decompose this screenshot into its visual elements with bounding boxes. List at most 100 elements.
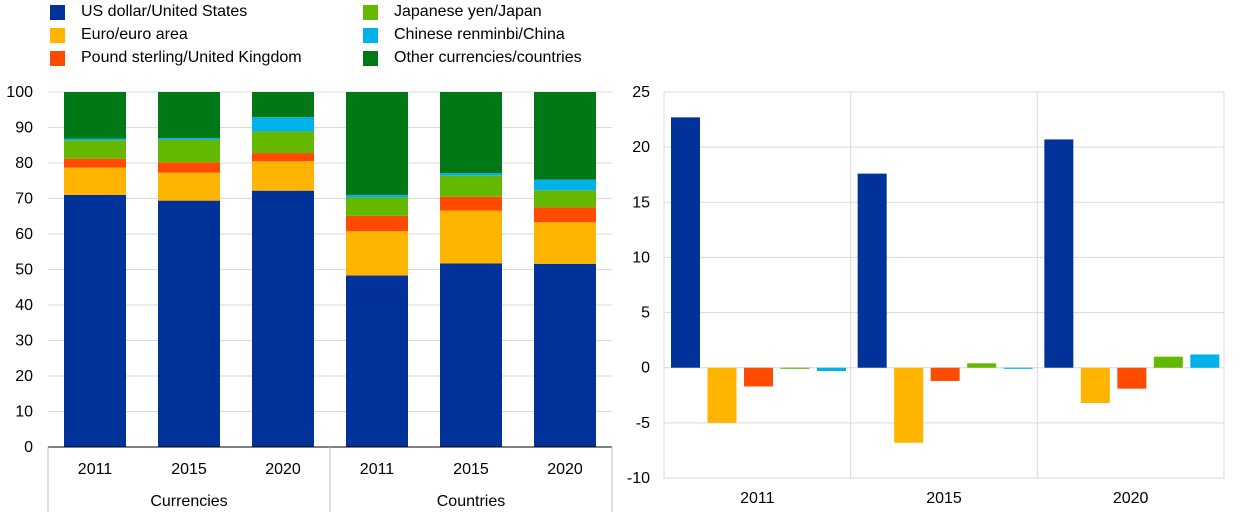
left-bar-euro-euro-area bbox=[158, 172, 220, 201]
left-stacked-chart: 0 10 20 30 40 50 60 70 80 90 100 2011 2015 2020 2011 20… bbox=[6, 84, 613, 512]
legend-label-euro: Euro/euro area bbox=[81, 26, 188, 43]
left-group-label: Currencies bbox=[150, 493, 227, 510]
right-bar-pound-sterling-united-kingdom bbox=[1117, 367, 1147, 389]
left-bar-pound-sterling-united-kingdom bbox=[64, 158, 126, 168]
left-y-tick-label: 80 bbox=[15, 155, 33, 172]
left-bar-japanese-yen-japan bbox=[534, 190, 596, 208]
right-x-tick-label: 2020 bbox=[1113, 490, 1149, 507]
right-y-tick-label: 5 bbox=[641, 305, 650, 322]
left-y-tick-label: 20 bbox=[15, 368, 33, 385]
chart-legend: US dollar/United States Euro/euro area P… bbox=[0, 0, 640, 80]
left-x-tick-label: 2020 bbox=[265, 461, 301, 478]
legend-swatch-japanese-yen bbox=[363, 4, 378, 20]
left-y-tick-label: 10 bbox=[15, 404, 33, 421]
right-y-tick-label: -10 bbox=[627, 470, 650, 487]
left-bar-chinese-renminbi-china bbox=[440, 173, 502, 176]
right-x-tick-label: 2015 bbox=[926, 490, 962, 507]
left-x-tick-label: 2011 bbox=[78, 461, 113, 478]
legend-label-other: Other currencies/countries bbox=[394, 49, 582, 66]
left-bar-euro-euro-area bbox=[346, 231, 408, 276]
left-bar-pound-sterling-united-kingdom bbox=[440, 196, 502, 211]
right-bar-chinese-renminbi-china bbox=[1003, 367, 1033, 369]
legend-label-japanese-yen: Japanese yen/Japan bbox=[394, 3, 542, 20]
right-bar-euro-euro-area bbox=[894, 367, 924, 443]
left-bar-us-dollar-united-states bbox=[158, 200, 220, 447]
left-bar-other-currencies-countries bbox=[64, 92, 126, 139]
legend-swatch-other bbox=[363, 50, 378, 66]
legend-item-other: Other currencies/countries bbox=[363, 47, 582, 69]
left-bar-pound-sterling-united-kingdom bbox=[346, 215, 408, 232]
left-bar-chinese-renminbi-china bbox=[252, 117, 314, 132]
legend-item-euro: Euro/euro area bbox=[50, 24, 188, 46]
left-x-tick-label: 2015 bbox=[453, 461, 489, 478]
legend-label-chinese-renminbi: Chinese renminbi/China bbox=[394, 26, 565, 43]
left-bar-us-dollar-united-states bbox=[534, 263, 596, 447]
left-y-tick-label: 30 bbox=[15, 333, 33, 350]
left-bar-us-dollar-united-states bbox=[346, 275, 408, 447]
right-bar-us-dollar-united-states bbox=[1044, 139, 1074, 368]
right-bar-japanese-yen-japan bbox=[780, 367, 810, 369]
left-bar-japanese-yen-japan bbox=[346, 197, 408, 216]
left-bar-pound-sterling-united-kingdom bbox=[252, 153, 314, 162]
right-bar-us-dollar-united-states bbox=[857, 173, 887, 368]
left-bar-other-currencies-countries bbox=[440, 92, 502, 174]
left-bar-pound-sterling-united-kingdom bbox=[158, 162, 220, 173]
left-x-tick-label: 2020 bbox=[547, 461, 583, 478]
left-bar-chinese-renminbi-china bbox=[534, 179, 596, 191]
left-y-tick-label: 70 bbox=[15, 191, 33, 208]
left-y-tick-label: 50 bbox=[15, 262, 33, 279]
right-bar-pound-sterling-united-kingdom bbox=[744, 367, 773, 387]
legend-item-japanese-yen: Japanese yen/Japan bbox=[363, 1, 542, 23]
left-y-tick-label: 60 bbox=[15, 226, 33, 243]
legend-swatch-euro bbox=[50, 27, 65, 43]
right-y-tick-label: 20 bbox=[632, 139, 650, 156]
right-bar-chinese-renminbi-china bbox=[1190, 354, 1220, 368]
right-y-tick-label: -5 bbox=[636, 415, 650, 432]
right-bar-euro-euro-area bbox=[1080, 367, 1110, 404]
left-bar-euro-euro-area bbox=[440, 210, 502, 264]
legend-swatch-chinese-renminbi bbox=[363, 27, 378, 43]
right-x-tick-label: 2011 bbox=[740, 490, 775, 507]
legend-item-chinese-renminbi: Chinese renminbi/China bbox=[363, 24, 565, 46]
left-bar-other-currencies-countries bbox=[346, 92, 408, 195]
left-y-tick-label: 0 bbox=[24, 439, 33, 456]
left-bar-japanese-yen-japan bbox=[252, 131, 314, 154]
right-bar-chart: -10 -5 0 5 10 15 20 25 2011 2015 2020 bbox=[627, 84, 1225, 507]
left-x-tick-label: 2011 bbox=[360, 461, 395, 478]
left-bar-japanese-yen-japan bbox=[158, 139, 220, 163]
right-y-tick-label: 10 bbox=[632, 249, 650, 266]
right-plot-frame bbox=[663, 91, 1225, 479]
legend-swatch-pound-sterling bbox=[50, 50, 65, 66]
left-bar-us-dollar-united-states bbox=[440, 263, 502, 447]
legend-swatch-us-dollar bbox=[50, 4, 65, 20]
right-bar-euro-euro-area bbox=[707, 367, 737, 423]
left-x-tick-label: 2015 bbox=[171, 461, 207, 478]
legend-label-pound-sterling: Pound sterling/United Kingdom bbox=[81, 49, 302, 66]
legend-label-us-dollar: US dollar/United States bbox=[81, 3, 248, 20]
left-group-label: Countries bbox=[437, 493, 505, 510]
left-bar-japanese-yen-japan bbox=[64, 140, 126, 159]
right-y-tick-label: 25 bbox=[632, 84, 650, 101]
left-bar-us-dollar-united-states bbox=[252, 190, 314, 447]
left-bar-chinese-renminbi-china bbox=[346, 194, 408, 198]
left-y-tick-label: 100 bbox=[6, 84, 33, 101]
legend-item-us-dollar: US dollar/United States bbox=[50, 1, 247, 23]
left-bar-other-currencies-countries bbox=[252, 92, 314, 118]
left-y-tick-label: 40 bbox=[15, 297, 33, 314]
left-bar-euro-euro-area bbox=[64, 167, 126, 195]
legend-item-pound-sterling: Pound sterling/United Kingdom bbox=[50, 47, 302, 69]
left-bar-pound-sterling-united-kingdom bbox=[534, 207, 596, 223]
left-bar-other-currencies-countries bbox=[158, 92, 220, 139]
left-bar-chinese-renminbi-china bbox=[158, 138, 220, 140]
right-bar-chinese-renminbi-china bbox=[817, 367, 846, 372]
left-bar-japanese-yen-japan bbox=[440, 175, 502, 197]
right-bar-us-dollar-united-states bbox=[671, 117, 700, 368]
right-y-tick-label: 0 bbox=[641, 360, 650, 377]
left-y-tick-label: 90 bbox=[15, 120, 33, 137]
left-bar-chinese-renminbi-china bbox=[64, 138, 126, 141]
right-bar-pound-sterling-united-kingdom bbox=[930, 367, 960, 381]
left-bar-us-dollar-united-states bbox=[64, 194, 126, 447]
left-bar-euro-euro-area bbox=[252, 161, 314, 191]
left-bar-other-currencies-countries bbox=[534, 92, 596, 180]
